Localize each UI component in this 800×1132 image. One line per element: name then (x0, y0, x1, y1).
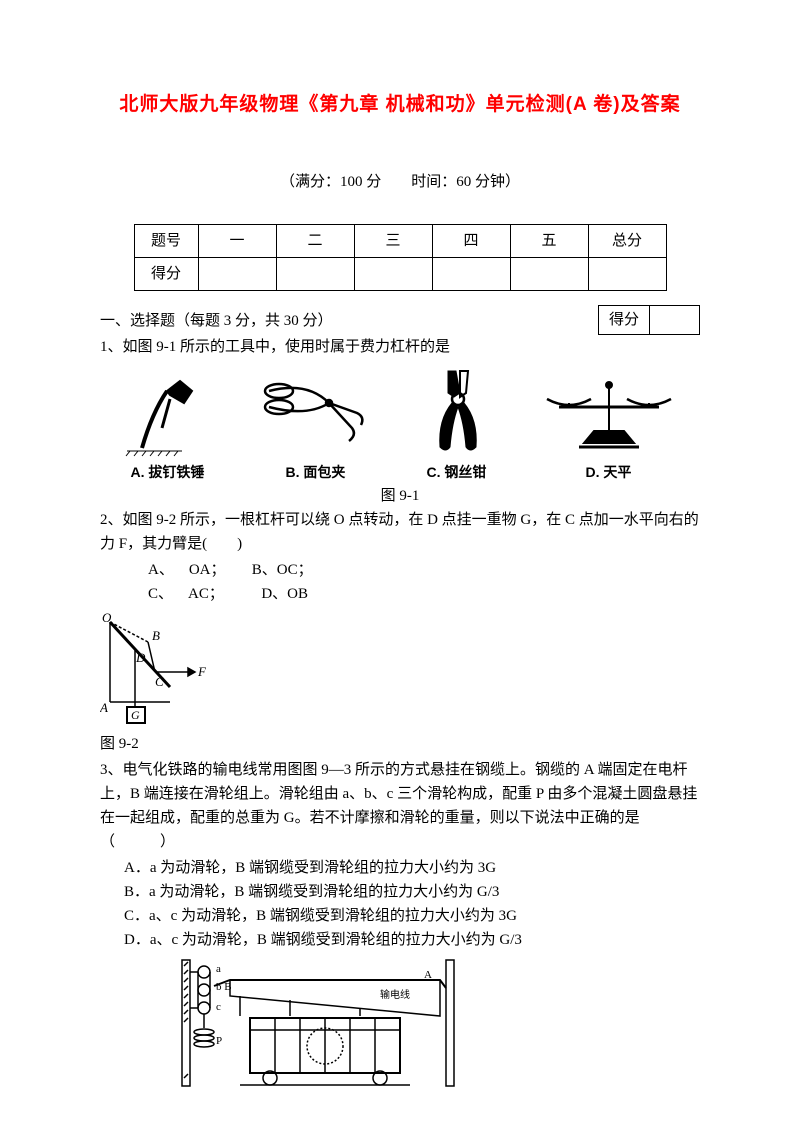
q3-diagram: a b B c P A 输电线 (180, 958, 700, 1088)
svg-text:B: B (152, 628, 160, 643)
fig-hammer: A. 拔钉铁锤 (122, 373, 214, 483)
question-2: 2、如图 9-2 所示，一根杠杆可以绕 O 点转动，在 D 点挂一重物 G，在 … (100, 508, 700, 556)
q2-opt-a: A、 OA； (148, 562, 226, 578)
svg-text:O: O (102, 612, 112, 625)
fig-tongs: B. 面包夹 (257, 373, 375, 483)
svg-text:c: c (216, 1001, 221, 1013)
svg-text:A: A (100, 700, 108, 715)
q3-opt-d: D．a、c 为动滑轮，B 端钢缆受到滑轮组的拉力大小约为 G/3 (100, 928, 700, 952)
section-score-box: 得分 (598, 305, 700, 335)
fig-balance: D. 天平 (539, 373, 679, 483)
q2-caption: 图 9-2 (100, 732, 700, 756)
svg-text:G: G (131, 708, 140, 722)
q3-opt-b: B．a 为动滑轮，B 端钢缆受到滑轮组的拉力大小约为 G/3 (100, 880, 700, 904)
svg-text:P: P (216, 1035, 222, 1047)
exam-info: （满分：100 分 时间：60 分钟） (100, 170, 700, 194)
svg-text:D: D (135, 650, 146, 665)
q2-opt-d: D、OB (261, 586, 308, 602)
svg-text:输电线: 输电线 (380, 988, 410, 1001)
fig-a-caption: A. 拔钉铁锤 (122, 461, 214, 483)
q3-opt-c: C．a、c 为动滑轮，B 端钢缆受到滑轮组的拉力大小约为 3G (100, 904, 700, 928)
svg-text:C: C (155, 674, 164, 689)
svg-text:a: a (216, 963, 221, 975)
score-table: 题号一二三四五总分 得分 (134, 224, 667, 291)
score-box-blank (650, 306, 700, 335)
svg-text:A: A (424, 969, 432, 981)
q1-figures: A. 拔钉铁锤 B. 面包夹 C. 钢丝钳 (100, 365, 700, 483)
q3-opt-a: A．a 为动滑轮，B 端钢缆受到滑轮组的拉力大小约为 3G (100, 856, 700, 880)
q2-diagram: O B D C F A G (100, 612, 700, 732)
q2-opts-row2: C、 AC； D、OB (100, 582, 700, 606)
svg-text:F: F (197, 664, 207, 679)
svg-text:b B: b B (216, 981, 232, 993)
question-3: 3、电气化铁路的输电线常用图图 9—3 所示的方式悬挂在钢缆上。钢缆的 A 端固… (100, 758, 700, 854)
fig-pliers: C. 钢丝钳 (418, 365, 496, 483)
q2-opt-c: C、 AC； (148, 586, 224, 602)
q2-opt-b: B、OC； (252, 562, 313, 578)
q1-caption: 图 9-1 (100, 484, 700, 508)
fig-c-caption: C. 钢丝钳 (418, 461, 496, 483)
fig-b-caption: B. 面包夹 (257, 461, 375, 483)
score-box-label: 得分 (598, 306, 649, 335)
page-title: 北师大版九年级物理《第九章 机械和功》单元检测(A 卷)及答案 (100, 90, 700, 120)
q2-opts-row1: A、 OA； B、OC； (100, 558, 700, 582)
fig-d-caption: D. 天平 (539, 461, 679, 483)
question-1: 1、如图 9-1 所示的工具中，使用时属于费力杠杆的是 (100, 335, 700, 359)
